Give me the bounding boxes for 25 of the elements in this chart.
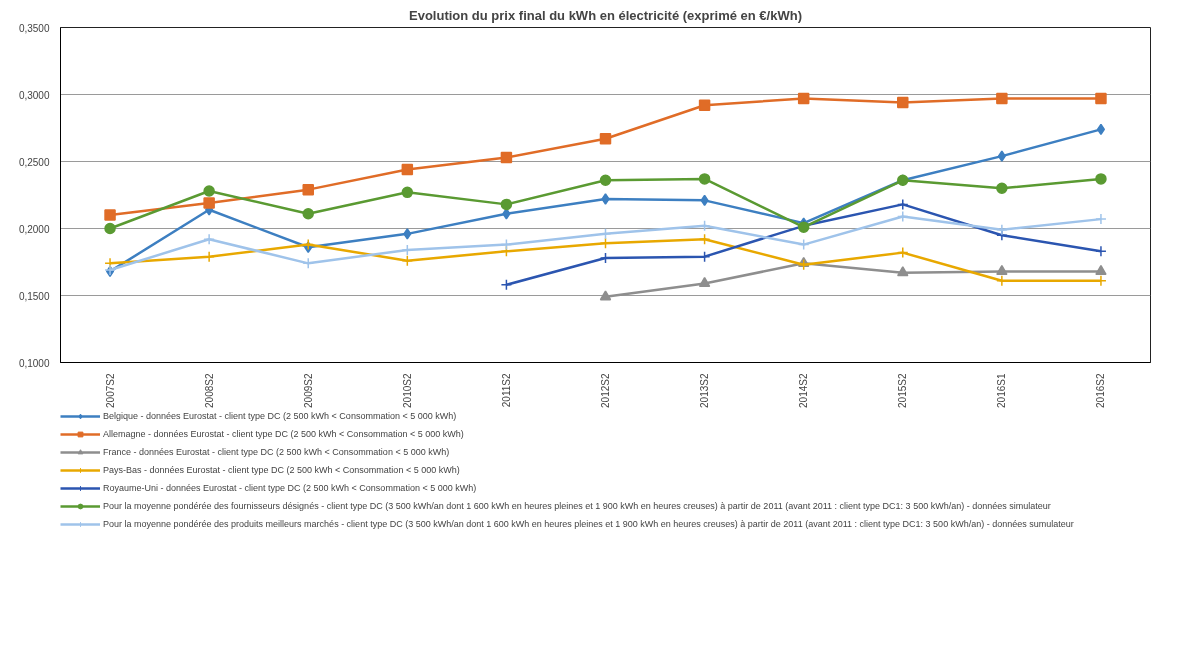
y-tick-label: 0,2000	[18, 223, 50, 235]
x-tick-label: 2011S2	[500, 373, 512, 408]
legend-label: Belgique - données Eurostat - client type DC (2 500 kWh < Consommation < 5 000 kWh)	[103, 410, 457, 422]
x-tick-label: 2012S2	[600, 373, 611, 408]
x-tick-label: 2013S2	[699, 373, 711, 408]
legend-label: Allemagne - données Eurostat - client type DC (2 500 kWh < Consommation < 5 000 kWh)	[103, 428, 464, 440]
x-tick-label: 2016S1	[996, 373, 1008, 408]
legend-label: Pour la moyenne pondérée des produits meilleurs marchés - client type DC (3 500 kWh/an dont 1 600 kWh en heures pleines et 1 900 kWh en heures creuses) à partir de 2011 (avant 2011 : client type DC1: 3 500 kWh/an) - données sumulateur	[103, 518, 1074, 530]
legend-label: France - données Eurostat - client type DC (2 500 kWh < Consommation < 5 000 kWh)	[103, 446, 450, 458]
x-tick-label: 2008S2	[203, 373, 215, 408]
x-tick-label: 2009S2	[302, 373, 314, 408]
chart-title: Evolution du prix final du kWh en électricité (exprimé en €/kWh)	[409, 7, 802, 23]
x-tick-label: 2007S2	[104, 373, 116, 408]
y-tick-label: 0,3000	[18, 89, 50, 101]
legend-label: Royaume-Uni - données Eurostat - client type DC (2 500 kWh < Consommation < 5 000 kWh)	[103, 482, 477, 494]
y-tick-label: 0,3500	[18, 22, 50, 34]
legend-label: Pays-Bas - données Eurostat - client type DC (2 500 kWh < Consommation < 5 000 kWh)	[103, 464, 460, 476]
x-tick-label: 2010S2	[401, 373, 413, 408]
x-tick-label: 2016S2	[1095, 373, 1107, 408]
x-tick-label: 2014S2	[798, 373, 810, 408]
y-tick-label: 0,2500	[18, 156, 50, 168]
y-tick-label: 0,1500	[18, 290, 50, 302]
y-tick-label: 0,1000	[18, 357, 50, 369]
legend-label: Pour la moyenne pondérée des fournisseurs désignés - client type DC (3 500 kWh/an dont 1 600 kWh en heures pleines et 1 900 kWh en heures creuses) à partir de 2011 (avant 2011 : client type DC1: 3 500 kWh/an) - données simulateur	[103, 500, 1051, 512]
x-tick-label: 2015S2	[897, 373, 909, 408]
